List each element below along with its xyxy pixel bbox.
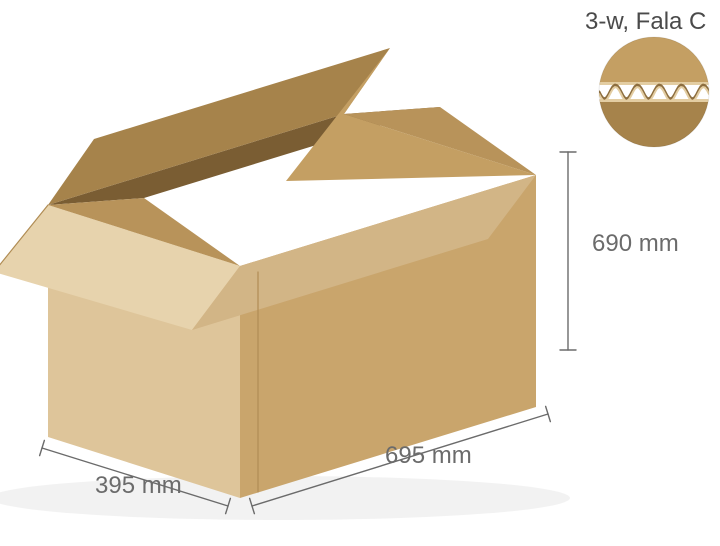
length-dimension-label: 695 mm [385, 442, 472, 470]
height-dimension-label: 690 mm [592, 230, 679, 258]
wall-type-label: 3-w, Fala C [585, 8, 706, 36]
corrugation-swatch [0, 0, 720, 546]
width-dimension-label: 395 mm [95, 472, 182, 500]
diagram-stage: 395 mm 695 mm 690 mm 3-w, Fala C [0, 0, 720, 546]
